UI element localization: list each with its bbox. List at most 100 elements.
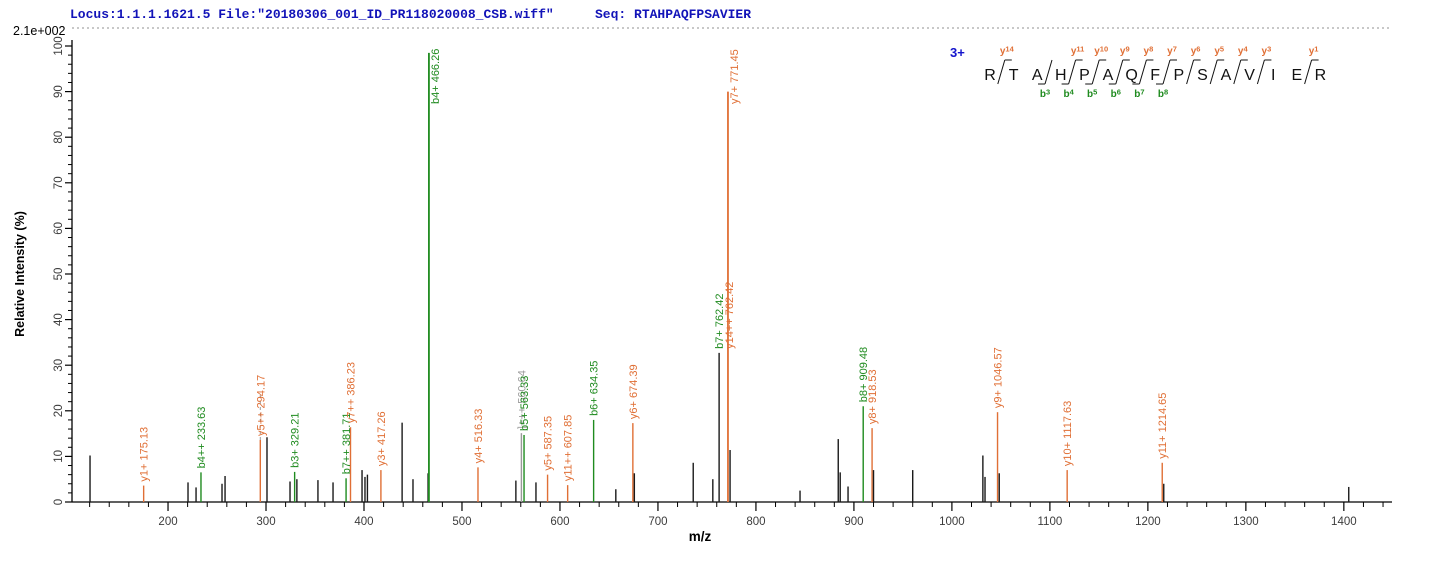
seq-label: Seq:: [595, 7, 635, 22]
y-tick-label: 50: [53, 268, 65, 281]
fragment-ion-label: y10: [1094, 45, 1108, 58]
peak-label: y8+ 918.53: [867, 369, 879, 424]
sequence-residue: P: [1173, 67, 1184, 84]
y-tick-label: 90: [53, 85, 65, 98]
locus-file-text: Locus:1.1.1.1621.5 File:"20180306_001_ID…: [70, 7, 554, 22]
fragment-ion-label: y8: [1144, 45, 1154, 58]
y-tick-label: 0: [53, 499, 65, 505]
fragment-ion-label: y5: [1214, 45, 1224, 58]
fragment-ion-label: b7: [1134, 88, 1144, 101]
sequence-residue: Q: [1125, 67, 1137, 84]
precursor-charge-label: 3+: [950, 45, 965, 60]
x-tick-label: 1400: [1331, 516, 1357, 528]
peak-label: y14++ 762.42: [724, 282, 736, 349]
fragment-ion-label: b6: [1111, 88, 1121, 101]
sequence-residue: I: [1271, 67, 1275, 84]
sequence-residue: R: [984, 67, 996, 84]
fragment-cut-mark: [1162, 59, 1171, 85]
y-tick-label: 60: [53, 222, 65, 235]
fragment-ion-label: y6: [1191, 45, 1201, 58]
x-tick-label: 1300: [1233, 516, 1259, 528]
fragment-ion-label: y11: [1071, 45, 1085, 58]
x-tick-label: 200: [158, 516, 177, 528]
y-tick-label: 100: [53, 36, 65, 55]
y-tick-label: 20: [53, 404, 65, 417]
peak-label: ]+++ 560.64: [516, 370, 528, 429]
sequence-residue: A: [1103, 67, 1114, 84]
fragment-cut-mark: [1138, 59, 1147, 85]
peak-label: y5++ 294.17: [255, 375, 267, 436]
peak-label: b3+ 329.21: [290, 413, 302, 468]
peak-label: b5+ 563.33: [519, 376, 531, 431]
y-axis-title: Relative Intensity (%): [13, 211, 27, 337]
fragment-cut-mark: [1091, 59, 1100, 85]
sequence-header: Seq: RTAHPAQFPSAVIER: [595, 7, 751, 22]
sequence-residue: V: [1244, 67, 1255, 84]
sequence-residue: F: [1150, 67, 1160, 84]
peak-label: b7++ 381.71: [341, 412, 353, 474]
peak-label: b6+ 634.35: [589, 361, 601, 416]
peak-label: y6+ 674.39: [628, 364, 640, 419]
sequence-residue: R: [1315, 67, 1327, 84]
x-tick-label: 300: [256, 516, 275, 528]
max-intensity-label: 2.1e+002: [13, 24, 66, 38]
x-tick-label: 1200: [1135, 516, 1161, 528]
peak-label: y4+ 516.33: [473, 409, 485, 464]
sequence-residue: E: [1291, 67, 1302, 84]
fragment-ion-label: y4: [1238, 45, 1249, 58]
y-tick-label: 40: [53, 313, 65, 326]
seq-value: RTAHPAQFPSAVIER: [634, 7, 752, 22]
x-tick-label: 1000: [939, 516, 965, 528]
peak-label: b8+ 909.48: [858, 347, 870, 402]
fragment-ion-label: y3: [1262, 45, 1272, 58]
fragment-ion-label: y1: [1309, 45, 1319, 58]
axes: 0 10 20 30 40 50 60 70 80 90 100 200 300 400 500 600 700…: [53, 36, 1392, 528]
peak-label: y5+ 587.35: [543, 416, 555, 471]
fragment-ion-label: y9: [1120, 45, 1130, 58]
x-tick-label: 700: [648, 516, 667, 528]
x-tick-label: 400: [354, 516, 373, 528]
fragment-cut-mark: [1115, 59, 1124, 85]
sequence-annotation: 3+R T A H P A Q F P S A V I E Ry14b3y11b4y10b5y9b6y8b7…: [950, 45, 1326, 101]
fragment-cut-mark: [1304, 59, 1313, 85]
peak-label: b4++ 233.63: [196, 407, 208, 469]
x-tick-label: 800: [746, 516, 765, 528]
peak-label: y10+ 1117.63: [1062, 401, 1074, 466]
fragment-ion-label: y7: [1167, 45, 1177, 58]
fragment-cut-mark: [1068, 59, 1077, 85]
sequence-residue: H: [1055, 67, 1067, 84]
y-tick-label: 10: [53, 450, 65, 463]
peak-labels-layer: y1+ 175.13 b4++ 233.63 y5++ 294.17 b3+ 329.…: [139, 49, 1170, 482]
peak-label: b7+ 762.42: [714, 294, 726, 349]
fragment-ion-label: y14: [1000, 45, 1015, 58]
x-tick-label: 600: [550, 516, 569, 528]
y-tick-label: 30: [53, 359, 65, 372]
sequence-residue: A: [1032, 67, 1043, 84]
fragment-ion-label: b8: [1158, 88, 1168, 101]
fragment-ion-label: b5: [1087, 88, 1097, 101]
peak-label: y1+ 175.13: [139, 427, 151, 482]
y-tick-label: 70: [53, 176, 65, 189]
x-tick-label: 1100: [1038, 516, 1063, 528]
fragment-cut-mark: [1209, 59, 1218, 85]
fragment-cut-mark: [1256, 59, 1265, 85]
x-tick-label: 900: [844, 516, 863, 528]
fragment-ion-label: b4: [1063, 88, 1074, 101]
peak-label: y7++ 386.23: [346, 362, 358, 423]
fragment-cut-mark: [1044, 59, 1053, 85]
peak-label: y9+ 1046.57: [993, 347, 1005, 408]
peak-label: y7+ 771.45: [729, 49, 741, 104]
peaks-layer: [89, 52, 1350, 502]
x-axis-title: m/z: [689, 529, 712, 544]
sequence-residue: A: [1221, 67, 1232, 84]
y-tick-label: 80: [53, 131, 65, 144]
fragment-ion-label: b3: [1040, 88, 1050, 101]
peak-label: y11+ 1214.65: [1157, 393, 1169, 459]
sequence-residue: T: [1009, 67, 1019, 84]
sequence-residue: S: [1197, 67, 1208, 84]
fragment-cut-mark: [997, 59, 1006, 85]
fragment-cut-mark: [1233, 59, 1242, 85]
fragment-cut-mark: [1186, 59, 1195, 85]
